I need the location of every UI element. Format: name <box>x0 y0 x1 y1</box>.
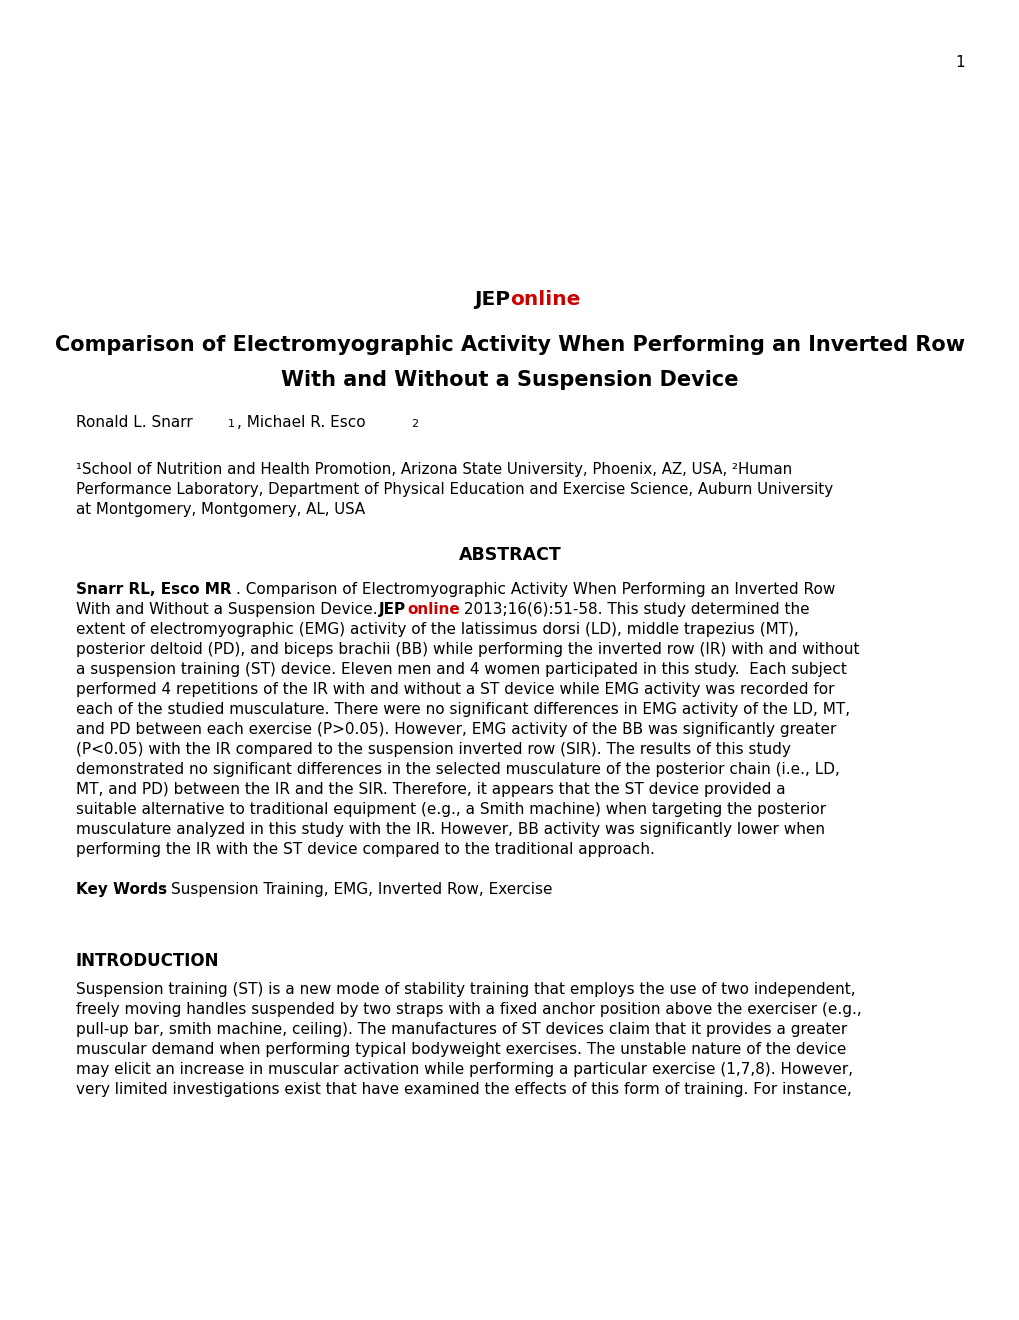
Text: online: online <box>407 602 460 616</box>
Text: ABSTRACT: ABSTRACT <box>459 546 560 564</box>
Text: very limited investigations exist that have examined the effects of this form of: very limited investigations exist that h… <box>76 1082 851 1097</box>
Text: With and Without a Suspension Device: With and Without a Suspension Device <box>281 370 738 389</box>
Text: may elicit an increase in muscular activation while performing a particular exer: may elicit an increase in muscular activ… <box>76 1063 852 1077</box>
Text: posterior deltoid (PD), and biceps brachii (BB) while performing the inverted ro: posterior deltoid (PD), and biceps brach… <box>76 642 859 657</box>
Text: each of the studied musculature. There were no significant differences in EMG ac: each of the studied musculature. There w… <box>76 702 849 717</box>
Text: 1: 1 <box>954 55 964 70</box>
Text: , Michael R. Esco: , Michael R. Esco <box>236 414 365 430</box>
Text: JEP: JEP <box>474 290 510 309</box>
Text: 2: 2 <box>411 418 418 429</box>
Text: demonstrated no significant differences in the selected musculature of the poste: demonstrated no significant differences … <box>76 762 839 777</box>
Text: Performance Laboratory, Department of Physical Education and Exercise Science, A: Performance Laboratory, Department of Ph… <box>76 482 833 498</box>
Text: MT, and PD) between the IR and the SIR. Therefore, it appears that the ST device: MT, and PD) between the IR and the SIR. … <box>76 781 785 797</box>
Text: Comparison of Electromyographic Activity When Performing an Inverted Row: Comparison of Electromyographic Activity… <box>55 335 964 355</box>
Text: at Montgomery, Montgomery, AL, USA: at Montgomery, Montgomery, AL, USA <box>76 502 365 517</box>
Text: and PD between each exercise (P>0.05). However, EMG activity of the BB was signi: and PD between each exercise (P>0.05). H… <box>76 722 836 737</box>
Text: Key Words: Key Words <box>76 882 167 898</box>
Text: pull-up bar, smith machine, ceiling). The manufactures of ST devices claim that : pull-up bar, smith machine, ceiling). Th… <box>76 1022 847 1038</box>
Text: a suspension training (ST) device. Eleven men and 4 women participated in this s: a suspension training (ST) device. Eleve… <box>76 663 846 677</box>
Text: online: online <box>510 290 580 309</box>
Text: (P<0.05) with the IR compared to the suspension inverted row (SIR). The results : (P<0.05) with the IR compared to the sus… <box>76 742 790 756</box>
Text: musculature analyzed in this study with the IR. However, BB activity was signifi: musculature analyzed in this study with … <box>76 822 824 837</box>
Text: muscular demand when performing typical bodyweight exercises. The unstable natur: muscular demand when performing typical … <box>76 1041 846 1057</box>
Text: INTRODUCTION: INTRODUCTION <box>76 952 219 970</box>
Text: . Comparison of Electromyographic Activity When Performing an Inverted Row: . Comparison of Electromyographic Activi… <box>235 582 835 597</box>
Text: JEP: JEP <box>379 602 406 616</box>
Text: freely moving handles suspended by two straps with a fixed anchor position above: freely moving handles suspended by two s… <box>76 1002 861 1016</box>
Text: 1: 1 <box>228 418 234 429</box>
Text: : Suspension Training, EMG, Inverted Row, Exercise: : Suspension Training, EMG, Inverted Row… <box>161 882 552 898</box>
Text: performing the IR with the ST device compared to the traditional approach.: performing the IR with the ST device com… <box>76 842 654 857</box>
Text: performed 4 repetitions of the IR with and without a ST device while EMG activit: performed 4 repetitions of the IR with a… <box>76 682 834 697</box>
Text: With and Without a Suspension Device.: With and Without a Suspension Device. <box>76 602 382 616</box>
Text: Ronald L. Snarr: Ronald L. Snarr <box>76 414 193 430</box>
Text: Suspension training (ST) is a new mode of stability training that employs the us: Suspension training (ST) is a new mode o… <box>76 982 855 997</box>
Text: suitable alternative to traditional equipment (e.g., a Smith machine) when targe: suitable alternative to traditional equi… <box>76 803 825 817</box>
Text: 2013;16(6):51-58. This study determined the: 2013;16(6):51-58. This study determined … <box>459 602 809 616</box>
Text: extent of electromyographic (EMG) activity of the latissimus dorsi (LD), middle : extent of electromyographic (EMG) activi… <box>76 622 798 638</box>
Text: Snarr RL, Esco MR: Snarr RL, Esco MR <box>76 582 231 597</box>
Text: ¹School of Nutrition and Health Promotion, Arizona State University, Phoenix, AZ: ¹School of Nutrition and Health Promotio… <box>76 462 792 477</box>
